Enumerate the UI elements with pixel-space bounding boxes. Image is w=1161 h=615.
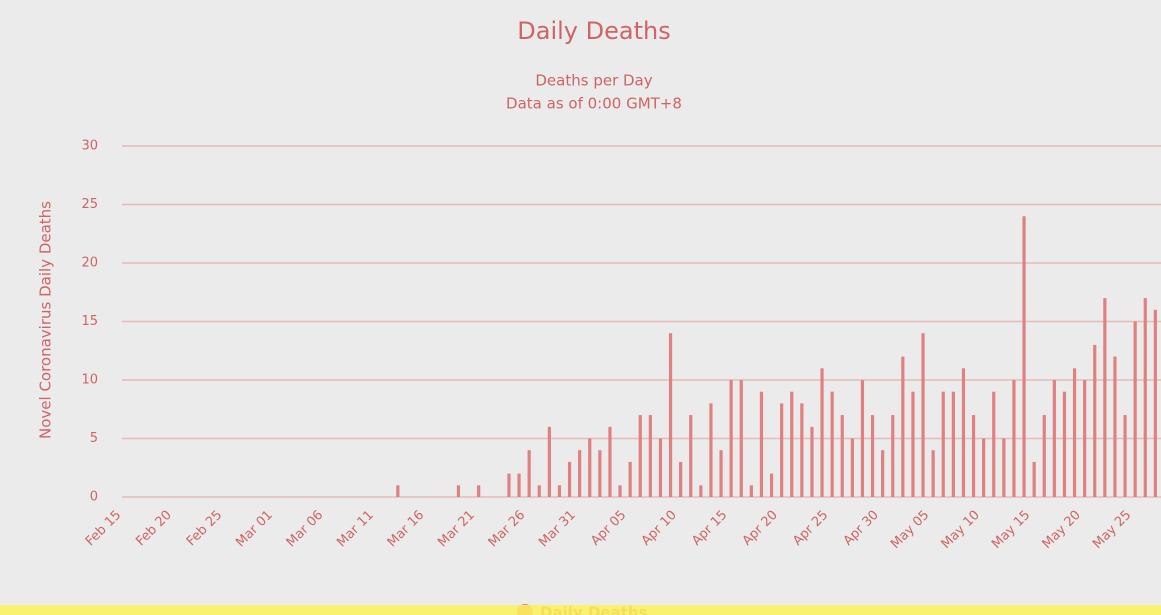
bar <box>931 450 935 497</box>
bar <box>618 485 622 497</box>
bar <box>790 391 794 497</box>
bar <box>1113 356 1117 497</box>
bar <box>648 415 652 497</box>
bar <box>850 438 854 497</box>
bar <box>608 426 612 497</box>
bar <box>1032 461 1036 497</box>
y-axis-label: Novel Coronavirus Daily Deaths <box>37 201 55 439</box>
bar <box>759 391 764 497</box>
bar <box>1083 380 1087 497</box>
bar <box>507 473 511 497</box>
bar <box>891 415 895 497</box>
bar <box>456 485 461 497</box>
bar <box>1143 298 1147 497</box>
bar <box>830 391 834 497</box>
bar <box>982 438 986 497</box>
bar <box>588 438 592 497</box>
y-tick-label: 30 <box>81 139 98 154</box>
bar <box>780 403 784 497</box>
bar <box>901 356 905 497</box>
bar <box>820 368 824 497</box>
bar <box>668 333 673 497</box>
bar <box>800 403 804 497</box>
y-tick-label: 25 <box>81 197 98 212</box>
y-tick-label: 20 <box>81 256 98 271</box>
bar <box>1103 298 1107 497</box>
bar <box>739 380 743 497</box>
bar <box>992 391 996 497</box>
bar <box>598 450 602 497</box>
bar <box>699 485 703 497</box>
bar <box>658 438 663 497</box>
bar <box>1133 321 1137 497</box>
bar <box>1022 216 1026 497</box>
bar <box>1153 309 1157 497</box>
bar <box>628 461 632 497</box>
bar <box>396 485 400 497</box>
bar <box>537 485 541 497</box>
bar <box>921 333 925 497</box>
bar <box>527 450 531 497</box>
y-tick-label: 5 <box>90 431 98 446</box>
bar <box>951 391 955 497</box>
bar <box>547 426 551 497</box>
bar <box>881 450 885 497</box>
bar <box>840 415 844 497</box>
bar <box>870 415 875 497</box>
bar <box>689 415 693 497</box>
bar <box>941 391 945 497</box>
bar <box>557 485 562 497</box>
bottom-band <box>0 605 1161 615</box>
bar <box>709 403 713 497</box>
bar <box>578 450 582 497</box>
bar <box>971 415 976 497</box>
chart-title: Daily Deaths <box>517 17 670 45</box>
y-tick-label: 15 <box>81 314 98 329</box>
bar <box>1093 344 1097 497</box>
bar <box>567 461 572 497</box>
bar <box>477 485 481 497</box>
bar <box>1052 380 1056 497</box>
bar <box>679 461 683 497</box>
bar <box>719 450 723 497</box>
bar <box>517 473 521 497</box>
bar <box>1123 415 1127 497</box>
bar <box>810 426 814 497</box>
bar <box>769 473 774 497</box>
bar <box>1062 391 1067 497</box>
subtitle: Data as of 0:00 GMT+8 <box>506 95 682 113</box>
bar <box>638 415 642 497</box>
bar <box>1042 415 1046 497</box>
bar <box>1012 380 1016 497</box>
bar <box>961 368 966 497</box>
bar <box>1072 368 1077 497</box>
subtitle: Deaths per Day <box>535 72 652 90</box>
bar <box>860 380 865 497</box>
y-tick-label: 0 <box>90 490 98 505</box>
bar <box>729 380 733 497</box>
bar <box>911 391 915 497</box>
y-tick-label: 10 <box>81 373 98 388</box>
bar <box>749 485 753 497</box>
bar <box>1002 438 1006 497</box>
